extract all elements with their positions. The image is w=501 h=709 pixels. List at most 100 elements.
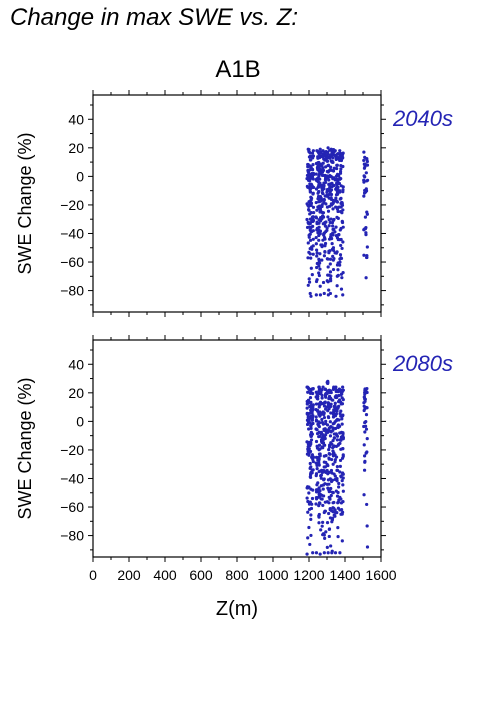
- data-point: [308, 222, 312, 226]
- data-point: [329, 165, 333, 169]
- data-point: [330, 181, 334, 185]
- data-point: [325, 154, 329, 159]
- data-point: [318, 501, 322, 505]
- data-point: [323, 178, 328, 182]
- data-point: [323, 400, 327, 404]
- data-point: [332, 166, 336, 170]
- data-point: [308, 238, 313, 242]
- data-point: [330, 221, 335, 225]
- data-point: [341, 240, 345, 244]
- data-point: [316, 397, 320, 401]
- data-point: [362, 401, 366, 405]
- data-point: [323, 244, 327, 248]
- data-point: [309, 423, 313, 427]
- data-point: [320, 155, 325, 159]
- y-tick-label: −80: [60, 528, 84, 544]
- data-point: [333, 414, 338, 418]
- data-point: [309, 409, 313, 414]
- data-point: [328, 277, 333, 281]
- data-point: [318, 155, 322, 159]
- data-point: [306, 536, 310, 540]
- data-point: [330, 490, 335, 494]
- data-point: [319, 473, 324, 477]
- data-point: [323, 509, 327, 513]
- data-point: [329, 235, 333, 239]
- data-point: [320, 497, 324, 501]
- data-point: [315, 251, 319, 255]
- data-point: [362, 166, 367, 170]
- data-point: [331, 224, 335, 228]
- data-point: [309, 434, 313, 438]
- data-point: [325, 226, 329, 230]
- data-point: [326, 257, 330, 261]
- data-point: [364, 276, 368, 280]
- data-point: [309, 438, 314, 442]
- data-point: [317, 160, 321, 165]
- data-point: [318, 199, 323, 203]
- data-point: [322, 231, 327, 235]
- data-point: [318, 293, 323, 297]
- data-point: [325, 428, 330, 432]
- data-point: [317, 411, 321, 415]
- data-point: [308, 188, 312, 192]
- data-point: [329, 479, 334, 484]
- data-point: [314, 408, 318, 412]
- data-point: [328, 291, 333, 296]
- data-point: [362, 228, 366, 232]
- data-point: [330, 520, 334, 524]
- data-point: [311, 455, 315, 459]
- y-tick-label: 0: [76, 168, 84, 184]
- data-point: [321, 441, 325, 445]
- data-point: [322, 254, 326, 258]
- data-point: [364, 405, 368, 410]
- data-point: [310, 184, 314, 188]
- data-point: [309, 198, 313, 202]
- x-axis-label: Z(m): [216, 598, 258, 620]
- data-point: [317, 486, 321, 490]
- data-point: [364, 389, 368, 393]
- data-point: [316, 394, 320, 398]
- y-tick-label: −40: [60, 225, 84, 241]
- data-point: [363, 420, 367, 425]
- data-point: [328, 262, 332, 266]
- data-point: [365, 179, 369, 183]
- data-point: [333, 508, 337, 512]
- data-point: [326, 215, 330, 219]
- data-point: [311, 224, 315, 228]
- data-point: [307, 491, 311, 495]
- data-point: [325, 500, 329, 504]
- data-point: [309, 533, 313, 538]
- data-point: [314, 418, 319, 422]
- data-point: [341, 453, 345, 457]
- data-point: [325, 468, 329, 473]
- x-tick-label: 0: [89, 567, 97, 583]
- data-point: [365, 210, 369, 214]
- data-point: [310, 273, 314, 277]
- data-point: [306, 390, 310, 394]
- data-point: [322, 291, 326, 296]
- y-tick-label: 20: [68, 140, 84, 156]
- data-point: [335, 434, 340, 438]
- data-point: [318, 434, 322, 439]
- data-point: [319, 476, 323, 480]
- data-point: [364, 189, 369, 193]
- data-point: [309, 228, 313, 233]
- data-point: [332, 227, 336, 231]
- data-point: [335, 284, 339, 288]
- data-point: [307, 148, 311, 152]
- data-point: [341, 431, 345, 435]
- data-point: [327, 288, 331, 292]
- y-tick-label: −20: [60, 442, 84, 458]
- data-point: [320, 468, 324, 472]
- data-point: [329, 153, 334, 157]
- data-point: [339, 184, 343, 188]
- data-point: [315, 467, 319, 471]
- data-point: [362, 253, 366, 257]
- data-point: [329, 544, 333, 548]
- data-point: [305, 406, 309, 410]
- data-point: [311, 156, 315, 160]
- data-point: [332, 436, 336, 440]
- data-point: [307, 208, 311, 212]
- data-point: [331, 156, 335, 160]
- data-point: [311, 149, 315, 153]
